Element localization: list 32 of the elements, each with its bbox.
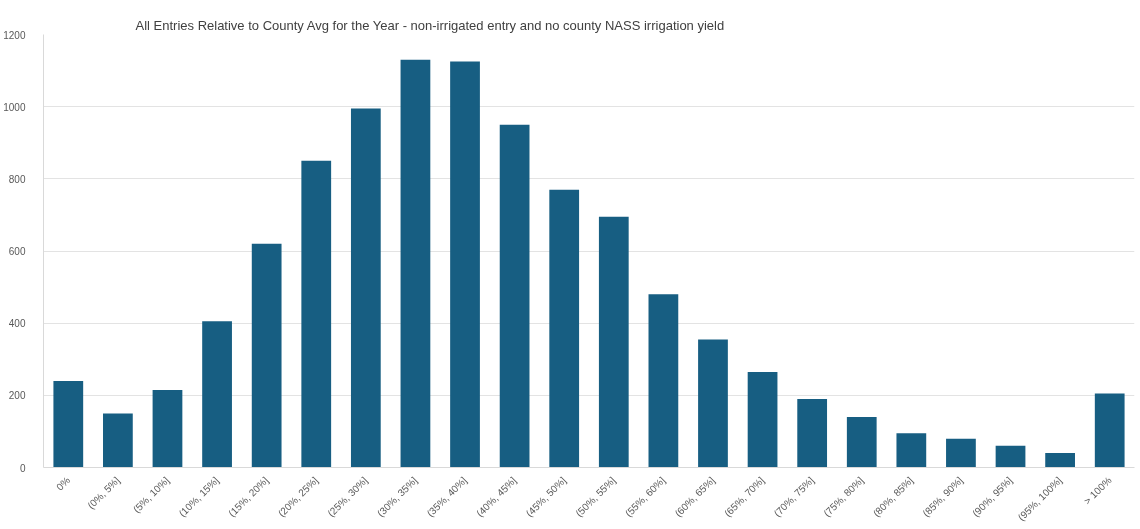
bar bbox=[1045, 453, 1075, 468]
bar bbox=[946, 438, 976, 468]
bar bbox=[846, 416, 877, 468]
bar bbox=[648, 294, 679, 468]
chart-title: All Entries Relative to County Avg for the Year - non-irrigated entry and no county NASS irrigation yield bbox=[135, 17, 725, 33]
bar bbox=[251, 243, 282, 468]
bar bbox=[301, 160, 332, 468]
bar bbox=[202, 321, 232, 468]
x-tick-label: (0%, 5%] bbox=[85, 474, 122, 512]
bar bbox=[152, 389, 183, 468]
y-tick-label: 1200 bbox=[3, 29, 26, 41]
bar bbox=[450, 61, 480, 468]
bar bbox=[797, 398, 828, 468]
bar bbox=[350, 108, 381, 468]
bar bbox=[549, 189, 580, 468]
bar bbox=[698, 339, 728, 468]
y-tick-label: 1000 bbox=[3, 101, 26, 113]
bar bbox=[598, 216, 629, 468]
bar bbox=[53, 380, 84, 468]
bar bbox=[1094, 393, 1125, 468]
bar bbox=[747, 371, 778, 468]
y-tick-label: 800 bbox=[8, 173, 26, 185]
bar bbox=[103, 413, 133, 468]
y-tick-label: 200 bbox=[8, 390, 26, 402]
y-tick-label: 400 bbox=[8, 318, 26, 330]
x-tick-label: 0% bbox=[54, 474, 73, 493]
y-tick-label: 600 bbox=[8, 246, 26, 257]
bar bbox=[896, 433, 927, 468]
bar bbox=[499, 124, 530, 468]
bar bbox=[995, 445, 1026, 468]
y-tick-label: 0 bbox=[19, 462, 26, 474]
bar bbox=[400, 59, 431, 468]
